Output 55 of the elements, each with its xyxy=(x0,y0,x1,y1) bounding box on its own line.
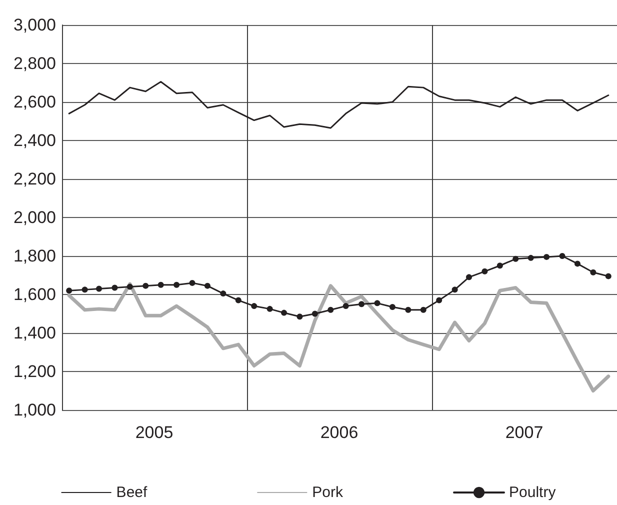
x-tick-label: 2007 xyxy=(505,423,544,442)
point xyxy=(389,304,396,310)
point xyxy=(96,286,102,292)
point xyxy=(112,284,118,291)
point xyxy=(328,306,334,313)
point xyxy=(235,297,242,304)
point xyxy=(281,310,287,316)
point xyxy=(251,303,258,310)
point xyxy=(66,288,72,294)
y-tick-label: 2,800 xyxy=(13,54,56,73)
point xyxy=(452,286,458,293)
point xyxy=(174,282,180,288)
y-tick-label: 3,000 xyxy=(13,16,56,34)
y-tick-label: 2,200 xyxy=(13,170,56,188)
point xyxy=(528,254,534,261)
point xyxy=(126,284,133,290)
point xyxy=(342,303,349,310)
line-series xyxy=(67,282,610,392)
point xyxy=(405,306,412,313)
y-tick-label: 2,600 xyxy=(13,92,56,112)
point xyxy=(420,306,426,313)
point xyxy=(189,280,196,286)
point xyxy=(574,260,580,267)
legend-label: Pork xyxy=(312,484,344,501)
legend-label: Beef xyxy=(116,484,148,501)
point xyxy=(296,314,303,320)
point xyxy=(605,273,612,280)
point xyxy=(158,282,164,288)
point xyxy=(559,253,566,259)
point xyxy=(466,274,472,280)
point xyxy=(512,256,519,262)
point xyxy=(436,297,442,304)
point xyxy=(142,282,149,289)
y-tick-label: 1,200 xyxy=(13,362,56,381)
point xyxy=(312,310,318,317)
point xyxy=(266,306,273,312)
point xyxy=(82,286,88,293)
y-tick-label: 1,800 xyxy=(13,246,56,266)
y-tick-label: 1,600 xyxy=(13,285,56,304)
point xyxy=(496,262,503,269)
point xyxy=(544,254,550,260)
point xyxy=(358,301,365,308)
y-tick-label: 1,000 xyxy=(13,400,56,420)
point xyxy=(590,269,596,276)
y-tick-label: 2,000 xyxy=(13,208,56,227)
line-series xyxy=(68,81,610,129)
x-tick-label: 2005 xyxy=(135,423,174,442)
x-tick-label: 2006 xyxy=(320,423,358,442)
point xyxy=(374,300,380,306)
point xyxy=(482,268,488,274)
y-tick-label: 1,400 xyxy=(13,324,56,342)
point xyxy=(204,282,210,289)
point xyxy=(220,290,226,297)
y-tick-label: 2,400 xyxy=(13,131,56,150)
legend-label: Poultry xyxy=(509,484,556,501)
